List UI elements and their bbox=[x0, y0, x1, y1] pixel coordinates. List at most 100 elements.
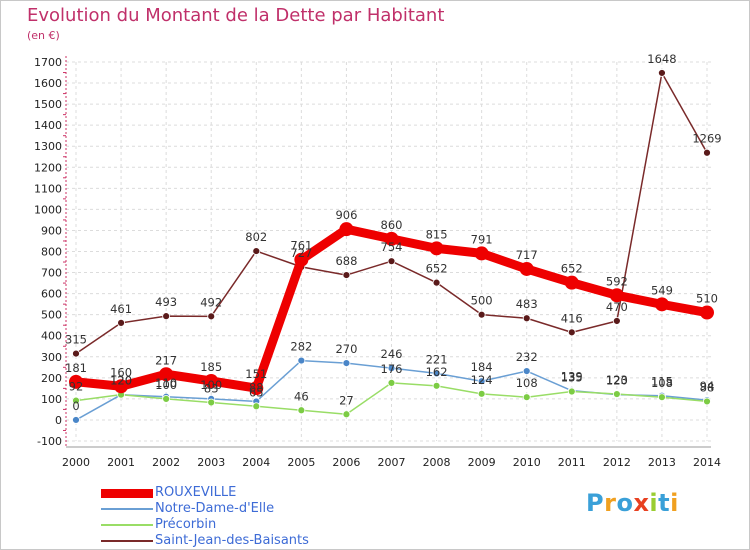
y-tick-label: 700 bbox=[41, 267, 62, 280]
data-point bbox=[477, 389, 486, 398]
x-tick-label: 2000 bbox=[62, 456, 90, 469]
data-label: 492 bbox=[200, 295, 222, 309]
data-label: 27 bbox=[339, 393, 354, 407]
page-title: Evolution du Montant de la Dette par Hab… bbox=[27, 5, 445, 26]
data-label: 110 bbox=[155, 376, 177, 390]
data-point bbox=[342, 271, 351, 279]
data-label: 120 bbox=[606, 374, 628, 388]
data-label: 727 bbox=[290, 246, 312, 260]
legend-swatch bbox=[101, 524, 153, 526]
data-label: 802 bbox=[245, 230, 267, 244]
y-tick-label: 1500 bbox=[34, 98, 62, 111]
data-point bbox=[69, 374, 83, 389]
data-point bbox=[522, 367, 531, 375]
data-point bbox=[342, 359, 351, 367]
data-point bbox=[162, 394, 171, 403]
data-point bbox=[249, 381, 264, 396]
data-point bbox=[477, 377, 486, 386]
data-label: 232 bbox=[516, 350, 538, 364]
data-point bbox=[207, 398, 216, 407]
data-label: 493 bbox=[155, 295, 177, 309]
data-label: 461 bbox=[110, 302, 132, 316]
data-label: 108 bbox=[516, 376, 538, 390]
data-point bbox=[429, 241, 444, 256]
data-label: 94 bbox=[700, 379, 715, 393]
data-label: 0 bbox=[72, 399, 79, 413]
logo-letter: o bbox=[616, 489, 634, 517]
data-point bbox=[700, 305, 714, 320]
data-label: 115 bbox=[651, 375, 673, 389]
data-point bbox=[519, 261, 534, 276]
data-point bbox=[658, 393, 666, 402]
data-point bbox=[114, 379, 129, 394]
legend-swatch bbox=[101, 488, 153, 498]
data-point bbox=[387, 257, 396, 266]
data-label: 184 bbox=[471, 360, 493, 374]
data-point bbox=[204, 373, 219, 388]
data-label: 120 bbox=[110, 374, 132, 388]
proxiti-logo: Proxiti bbox=[586, 489, 679, 517]
data-point bbox=[703, 148, 711, 157]
data-label: 120 bbox=[110, 374, 132, 388]
data-point bbox=[567, 328, 576, 337]
data-point bbox=[297, 356, 306, 365]
y-tick-label: 600 bbox=[41, 288, 62, 301]
data-label: 510 bbox=[696, 292, 718, 306]
data-point bbox=[703, 397, 711, 406]
data-point bbox=[477, 310, 486, 319]
data-point bbox=[387, 364, 396, 373]
x-tick-label: 2005 bbox=[287, 456, 315, 469]
data-point bbox=[252, 402, 261, 411]
x-tick-label: 2010 bbox=[513, 456, 541, 469]
logo-letter: i bbox=[649, 489, 659, 517]
data-label: 791 bbox=[471, 232, 493, 246]
data-point bbox=[72, 349, 80, 358]
data-label: 181 bbox=[65, 361, 87, 375]
y-tick-label: -100 bbox=[37, 435, 62, 448]
data-label: 221 bbox=[426, 352, 448, 366]
data-label: 483 bbox=[516, 297, 538, 311]
data-point bbox=[522, 314, 531, 323]
data-point bbox=[474, 246, 489, 261]
data-point bbox=[162, 312, 171, 321]
data-label: 151 bbox=[245, 367, 267, 381]
data-label: 162 bbox=[426, 365, 448, 379]
data-point bbox=[612, 317, 621, 325]
series-layer bbox=[69, 69, 714, 424]
x-tick-label: 2013 bbox=[648, 456, 676, 469]
x-tick-label: 2004 bbox=[242, 456, 270, 469]
data-label: 100 bbox=[155, 378, 177, 392]
x-tick-label: 2012 bbox=[603, 456, 631, 469]
x-tick-label: 2008 bbox=[423, 456, 451, 469]
data-label: 135 bbox=[561, 371, 583, 385]
data-label: 754 bbox=[381, 240, 403, 254]
data-label: 470 bbox=[606, 300, 628, 314]
y-tick-label: 800 bbox=[41, 246, 62, 259]
legend-label: ROUXEVILLE bbox=[155, 485, 237, 500]
logo-letter: r bbox=[604, 489, 617, 517]
data-point bbox=[117, 318, 125, 327]
y-tick-label: 1600 bbox=[34, 77, 62, 90]
data-label: 282 bbox=[290, 340, 312, 354]
data-point bbox=[658, 69, 666, 77]
data-label: 246 bbox=[381, 347, 403, 361]
data-label: 592 bbox=[606, 274, 628, 288]
data-label: 176 bbox=[381, 362, 403, 376]
data-point bbox=[432, 369, 441, 378]
x-tick-label: 2009 bbox=[468, 456, 496, 469]
data-label: 761 bbox=[290, 239, 312, 253]
y-tick-label: 0 bbox=[55, 414, 62, 427]
data-point bbox=[72, 416, 80, 424]
data-label: 1648 bbox=[647, 52, 676, 66]
data-label: 123 bbox=[606, 373, 628, 387]
x-tick-label: 2001 bbox=[107, 456, 135, 469]
data-label: 860 bbox=[381, 218, 403, 232]
x-tick-label: 2007 bbox=[378, 456, 406, 469]
y-tick-label: 1100 bbox=[34, 182, 62, 195]
data-label: 217 bbox=[155, 353, 177, 367]
data-label: 652 bbox=[426, 262, 448, 276]
data-label: 906 bbox=[335, 208, 357, 222]
data-label: 92 bbox=[69, 380, 84, 394]
